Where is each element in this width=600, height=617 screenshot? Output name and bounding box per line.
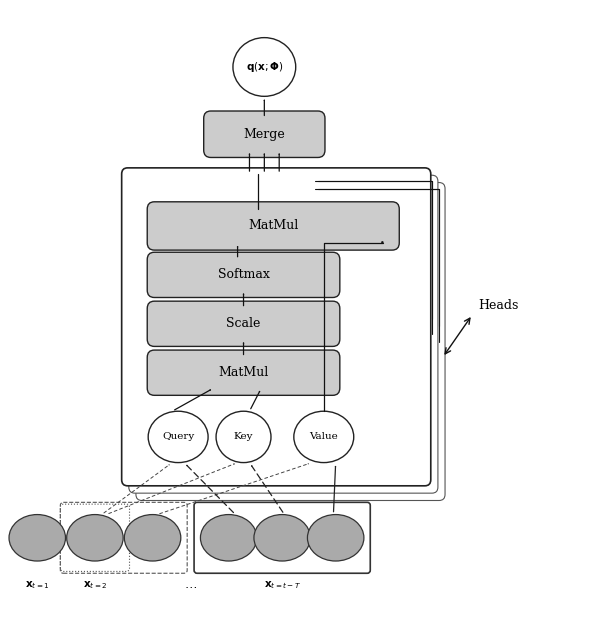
Ellipse shape <box>307 515 364 561</box>
Text: $\ldots$: $\ldots$ <box>184 578 197 591</box>
Text: MatMul: MatMul <box>248 220 298 233</box>
FancyBboxPatch shape <box>136 183 445 500</box>
Text: $\mathbf{x}_{t=2}$: $\mathbf{x}_{t=2}$ <box>83 579 107 590</box>
Text: Scale: Scale <box>226 317 261 330</box>
Ellipse shape <box>294 411 354 463</box>
FancyBboxPatch shape <box>122 168 431 486</box>
Text: MatMul: MatMul <box>218 366 269 379</box>
Ellipse shape <box>233 38 296 96</box>
FancyBboxPatch shape <box>129 175 438 493</box>
Ellipse shape <box>9 515 65 561</box>
FancyBboxPatch shape <box>203 111 325 157</box>
Text: Merge: Merge <box>244 128 285 141</box>
Text: $\mathbf{x}_{t=t-T}$: $\mathbf{x}_{t=t-T}$ <box>263 579 301 590</box>
Text: Heads: Heads <box>478 299 519 312</box>
Text: $\mathbf{x}_{t=1}$: $\mathbf{x}_{t=1}$ <box>25 579 50 590</box>
Ellipse shape <box>67 515 123 561</box>
Ellipse shape <box>200 515 257 561</box>
Text: Key: Key <box>234 433 253 441</box>
FancyBboxPatch shape <box>147 202 399 250</box>
FancyBboxPatch shape <box>147 301 340 346</box>
FancyBboxPatch shape <box>147 350 340 395</box>
Ellipse shape <box>216 411 271 463</box>
Text: Query: Query <box>162 433 194 441</box>
Ellipse shape <box>148 411 208 463</box>
FancyBboxPatch shape <box>147 252 340 297</box>
Text: Softmax: Softmax <box>218 268 269 281</box>
Ellipse shape <box>124 515 181 561</box>
Text: $\mathbf{q}(\mathbf{x};\mathbf{\Phi})$: $\mathbf{q}(\mathbf{x};\mathbf{\Phi})$ <box>245 60 283 74</box>
Ellipse shape <box>254 515 310 561</box>
Text: Value: Value <box>310 433 338 441</box>
